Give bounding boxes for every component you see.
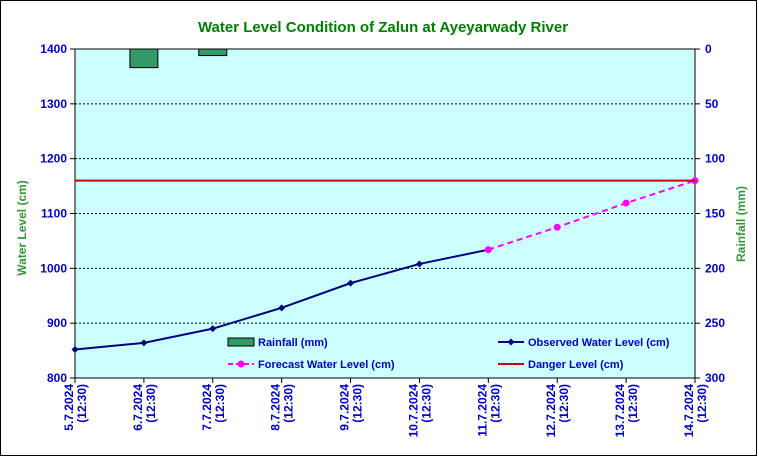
x-tick-date: 14.7.2024 (682, 384, 696, 438)
rainfall-bar (129, 48, 159, 69)
observed-point (140, 339, 148, 347)
forecast-point (553, 223, 561, 231)
series-lines (71, 177, 699, 353)
y-left-tick-label: 900 (47, 316, 67, 330)
y-right-tick-label: 300 (705, 371, 725, 385)
x-tick-date: 13.7.2024 (613, 384, 627, 438)
x-tick-label: 6.7.2024 (12:30) (131, 384, 158, 431)
x-tick-label: 7.7.2024 (12:30) (200, 384, 227, 431)
x-tick-date: 6.7.2024 (131, 384, 145, 431)
y-right-tick-label: 50 (705, 97, 719, 111)
y-right-tick-label: 100 (705, 152, 725, 166)
x-tick-label: 5.7.2024 (12:30) (62, 384, 89, 431)
x-tick-label: 11.7.2024 (12:30) (475, 384, 502, 437)
legend-label: Observed Water Level (cm) (528, 337, 670, 349)
x-tick-label: 13.7.2024 (12:30) (613, 384, 640, 438)
observed-point (415, 260, 423, 268)
forecast-water-level-line (488, 179, 696, 251)
x-tick-time: (12:30) (351, 384, 365, 423)
x-tick-label: 8.7.2024 (12:30) (269, 384, 296, 431)
x-tick-date: 8.7.2024 (269, 384, 283, 431)
observed-point (278, 304, 286, 312)
x-tick-date: 9.7.2024 (338, 384, 352, 431)
y-right-tick-label: 250 (705, 316, 725, 330)
x-tick-label: 14.7.2024 (12:30) (682, 384, 709, 438)
x-tick-time: (12:30) (282, 384, 296, 423)
y-left-tick-label: 800 (47, 371, 67, 385)
x-tick-label: 10.7.2024 (12:30) (406, 384, 433, 438)
chart-title: Water Level Condition of Zalun at Ayeyar… (198, 19, 568, 36)
x-tick-time: (12:30) (75, 384, 89, 423)
axes: 800 900 1000 1100 1200 1300 1400 0 50 100 150 200 25… (40, 42, 725, 437)
legend-label: Rainfall (mm) (258, 337, 328, 349)
x-tick-time: (12:30) (626, 384, 640, 423)
x-tick-time: (12:30) (557, 384, 571, 423)
legend-marker-forecast (237, 360, 245, 368)
legend-label: Danger Level (cm) (528, 359, 624, 371)
x-tick-label: 9.7.2024 (12:30) (338, 384, 365, 431)
x-tick-time: (12:30) (695, 384, 709, 423)
x-tick-date: 7.7.2024 (200, 384, 214, 431)
y-axis-right-label: Rainfall (mm) (734, 186, 748, 262)
y-left-tick-label: 1100 (41, 207, 67, 221)
gridlines (75, 48, 695, 324)
observed-point (347, 279, 355, 287)
x-tick-time: (12:30) (213, 384, 227, 423)
rainfall-bar (198, 48, 228, 57)
y-right-tick-label: 200 (705, 261, 725, 275)
x-tick-time: (12:30) (419, 384, 433, 423)
forecast-point (484, 246, 492, 254)
legend-label: Forecast Water Level (cm) (258, 359, 395, 371)
x-tick-date: 10.7.2024 (406, 384, 420, 438)
x-tick-label: 12.7.2024 (12:30) (544, 384, 571, 438)
y-left-tick-label: 1000 (40, 261, 67, 275)
observed-point (71, 345, 79, 353)
legend-swatch-rainfall (227, 337, 255, 347)
y-right-tick-label: 150 (705, 207, 725, 221)
y-axis-left-label: Water Level (cm) (15, 180, 29, 276)
x-tick-date: 12.7.2024 (544, 384, 558, 438)
legend: Rainfall (mm) Observed Water Level (cm) Fo… (227, 337, 670, 371)
x-tick-date: 11.7.2024 (475, 384, 489, 437)
forecast-point (622, 199, 630, 207)
x-tick-time: (12:30) (144, 384, 158, 423)
y-left-tick-label: 1400 (40, 42, 67, 56)
rainfall-bars (129, 48, 228, 69)
legend-marker-observed (507, 338, 515, 346)
y-left-tick-label: 1200 (40, 152, 67, 166)
observed-point (209, 325, 217, 333)
x-tick-date: 5.7.2024 (62, 384, 76, 431)
y-right-tick-label: 0 (705, 42, 712, 56)
y-left-tick-label: 1300 (40, 97, 67, 111)
x-tick-time: (12:30) (488, 384, 502, 423)
